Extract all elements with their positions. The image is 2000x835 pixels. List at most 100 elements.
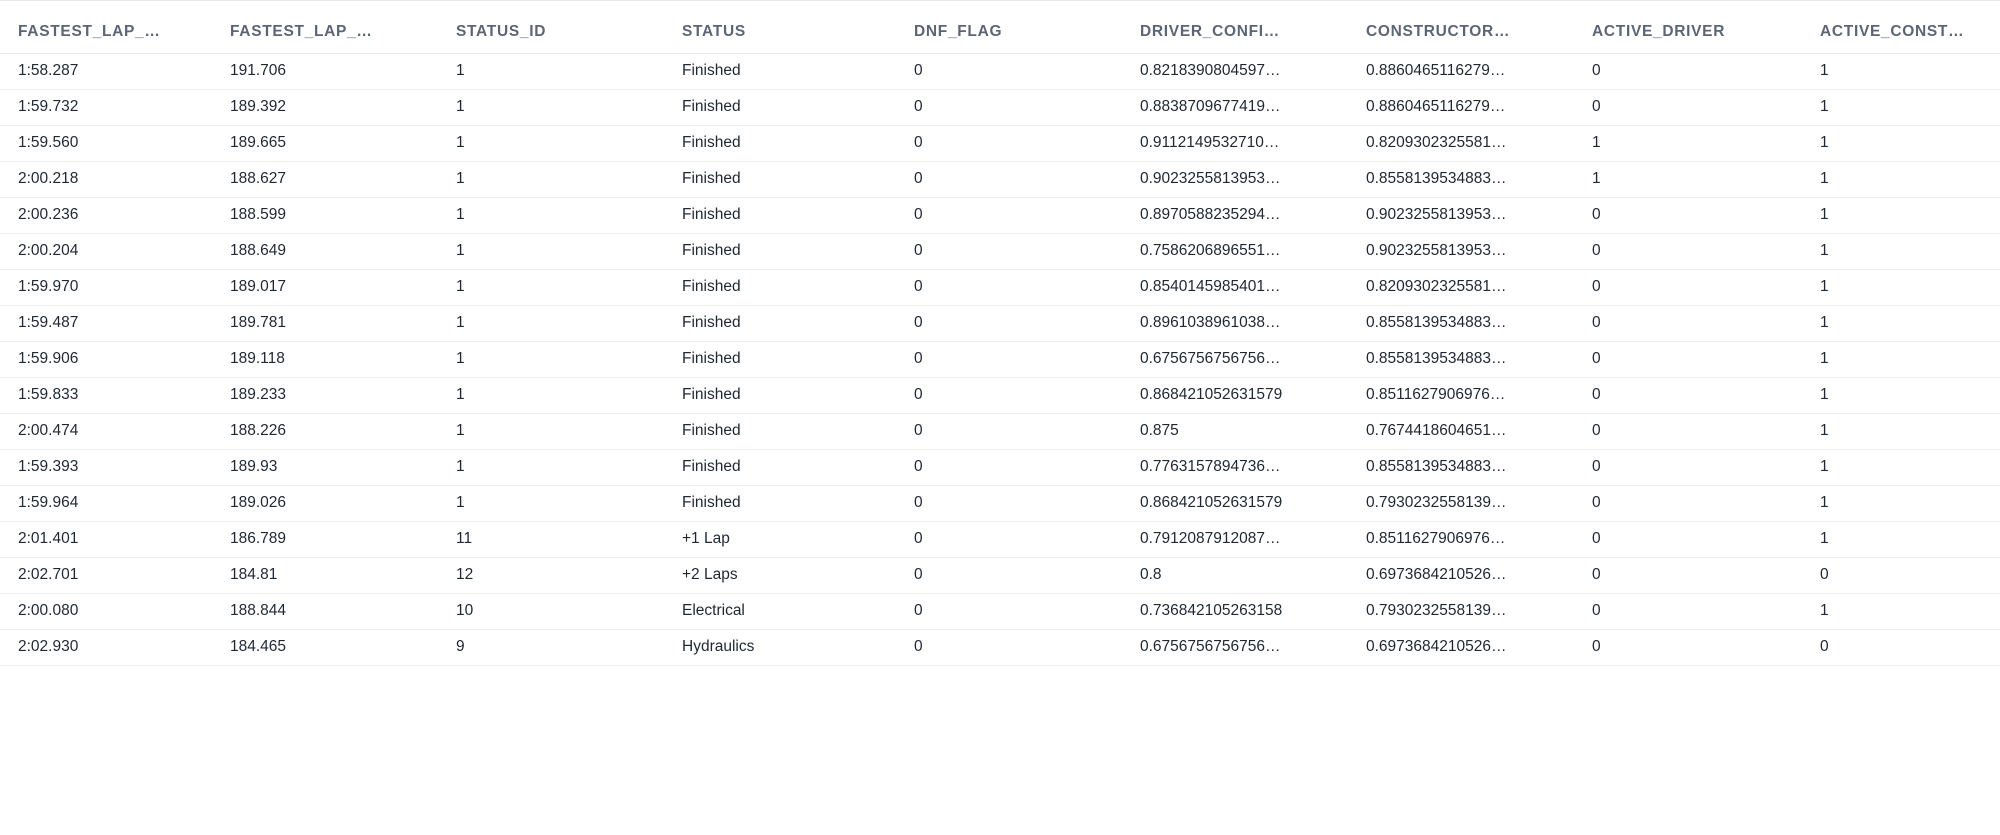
table-row[interactable]: 1:59.833 189.233 1 Finished 0 0.8684210526315…	[0, 377, 2000, 414]
cell-driver_confidence[interactable]: 0.7586206896551…	[1140, 233, 1366, 270]
cell-active_constructor[interactable]: 0	[1820, 629, 2000, 666]
cell-dnf_flag[interactable]: 0	[912, 53, 1140, 90]
cell-dnf_flag[interactable]: 0	[912, 593, 1140, 630]
cell-active_driver[interactable]: 0	[1592, 629, 1820, 666]
cell-active_constructor[interactable]: 1	[1820, 233, 2000, 270]
table-row[interactable]: 2:01.401 186.789 11 +1 Lap 0 0.7912087912087……	[0, 521, 2000, 558]
cell-status_id[interactable]: 1	[456, 305, 682, 342]
cell-constructor_reliability[interactable]: 0.8558139534883…	[1366, 161, 1592, 198]
cell-constructor_reliability[interactable]: 0.7930232558139…	[1366, 593, 1592, 630]
cell-fastest_lap_speed[interactable]: 189.93	[230, 449, 456, 486]
cell-status[interactable]: Finished	[682, 341, 912, 378]
cell-dnf_flag[interactable]: 0	[912, 341, 1140, 378]
column-header-fastest_lap_speed[interactable]: FASTEST_LAP_…	[230, 12, 456, 54]
cell-fastest_lap_time[interactable]: 2:02.701	[0, 557, 230, 594]
cell-constructor_reliability[interactable]: 0.8860465116279…	[1366, 89, 1592, 126]
cell-driver_confidence[interactable]: 0.6756756756756…	[1140, 629, 1366, 666]
cell-driver_confidence[interactable]: 0.868421052631579	[1140, 377, 1366, 414]
cell-active_driver[interactable]: 0	[1592, 305, 1820, 342]
cell-active_constructor[interactable]: 1	[1820, 485, 2000, 522]
cell-fastest_lap_speed[interactable]: 186.789	[230, 521, 456, 558]
cell-active_driver[interactable]: 0	[1592, 413, 1820, 450]
cell-fastest_lap_speed[interactable]: 188.226	[230, 413, 456, 450]
cell-constructor_reliability[interactable]: 0.8511627906976…	[1366, 521, 1592, 558]
cell-fastest_lap_speed[interactable]: 189.026	[230, 485, 456, 522]
cell-driver_confidence[interactable]: 0.6756756756756…	[1140, 341, 1366, 378]
cell-fastest_lap_time[interactable]: 2:02.930	[0, 629, 230, 666]
cell-active_driver[interactable]: 0	[1592, 485, 1820, 522]
cell-status_id[interactable]: 1	[456, 485, 682, 522]
cell-status_id[interactable]: 1	[456, 161, 682, 198]
table-row[interactable]: 2:00.474 188.226 1 Finished 0 0.875 0.76744186…	[0, 413, 2000, 450]
cell-status_id[interactable]: 1	[456, 449, 682, 486]
cell-status_id[interactable]: 1	[456, 233, 682, 270]
cell-active_constructor[interactable]: 1	[1820, 269, 2000, 306]
cell-active_driver[interactable]: 0	[1592, 377, 1820, 414]
cell-constructor_reliability[interactable]: 0.7674418604651…	[1366, 413, 1592, 450]
cell-driver_confidence[interactable]: 0.7912087912087…	[1140, 521, 1366, 558]
column-header-dnf_flag[interactable]: DNF_FLAG	[912, 12, 1140, 54]
cell-fastest_lap_time[interactable]: 1:59.393	[0, 449, 230, 486]
cell-constructor_reliability[interactable]: 0.8558139534883…	[1366, 449, 1592, 486]
cell-status[interactable]: Finished	[682, 305, 912, 342]
cell-fastest_lap_speed[interactable]: 189.017	[230, 269, 456, 306]
cell-driver_confidence[interactable]: 0.8838709677419…	[1140, 89, 1366, 126]
cell-status_id[interactable]: 1	[456, 413, 682, 450]
cell-fastest_lap_time[interactable]: 2:00.080	[0, 593, 230, 630]
cell-status_id[interactable]: 12	[456, 557, 682, 594]
cell-driver_confidence[interactable]: 0.8970588235294…	[1140, 197, 1366, 234]
table-row[interactable]: 1:58.287 191.706 1 Finished 0 0.8218390804597…	[0, 53, 2000, 90]
cell-driver_confidence[interactable]: 0.875	[1140, 413, 1366, 450]
cell-constructor_reliability[interactable]: 0.8209302325581…	[1366, 125, 1592, 162]
column-header-status[interactable]: STATUS	[682, 12, 912, 54]
cell-status[interactable]: Hydraulics	[682, 629, 912, 666]
cell-dnf_flag[interactable]: 0	[912, 449, 1140, 486]
cell-dnf_flag[interactable]: 0	[912, 557, 1140, 594]
cell-status[interactable]: Finished	[682, 269, 912, 306]
table-row[interactable]: 1:59.560 189.665 1 Finished 0 0.9112149532710…	[0, 125, 2000, 162]
cell-active_driver[interactable]: 1	[1592, 125, 1820, 162]
cell-constructor_reliability[interactable]: 0.6973684210526…	[1366, 629, 1592, 666]
cell-dnf_flag[interactable]: 0	[912, 413, 1140, 450]
cell-status[interactable]: Finished	[682, 53, 912, 90]
cell-active_driver[interactable]: 0	[1592, 593, 1820, 630]
cell-active_constructor[interactable]: 1	[1820, 521, 2000, 558]
cell-active_driver[interactable]: 0	[1592, 233, 1820, 270]
cell-fastest_lap_speed[interactable]: 189.118	[230, 341, 456, 378]
cell-fastest_lap_time[interactable]: 2:01.401	[0, 521, 230, 558]
table-row[interactable]: 2:02.701 184.81 12 +2 Laps 0 0.8 0.69736842105…	[0, 557, 2000, 594]
cell-active_constructor[interactable]: 1	[1820, 377, 2000, 414]
cell-status[interactable]: Finished	[682, 89, 912, 126]
table-row[interactable]: 2:00.204 188.649 1 Finished 0 0.7586206896551…	[0, 233, 2000, 270]
cell-status[interactable]: Finished	[682, 485, 912, 522]
cell-status[interactable]: Finished	[682, 233, 912, 270]
cell-status[interactable]: Finished	[682, 449, 912, 486]
cell-driver_confidence[interactable]: 0.8540145985401…	[1140, 269, 1366, 306]
table-row[interactable]: 2:00.218 188.627 1 Finished 0 0.9023255813953…	[0, 161, 2000, 198]
cell-fastest_lap_speed[interactable]: 184.465	[230, 629, 456, 666]
cell-fastest_lap_speed[interactable]: 189.233	[230, 377, 456, 414]
cell-dnf_flag[interactable]: 0	[912, 233, 1140, 270]
cell-active_constructor[interactable]: 1	[1820, 305, 2000, 342]
cell-fastest_lap_time[interactable]: 1:58.287	[0, 53, 230, 90]
column-header-status_id[interactable]: STATUS_ID	[456, 12, 682, 54]
cell-fastest_lap_time[interactable]: 1:59.560	[0, 125, 230, 162]
cell-constructor_reliability[interactable]: 0.8558139534883…	[1366, 341, 1592, 378]
cell-active_constructor[interactable]: 1	[1820, 593, 2000, 630]
cell-status_id[interactable]: 1	[456, 89, 682, 126]
cell-active_driver[interactable]: 0	[1592, 557, 1820, 594]
cell-dnf_flag[interactable]: 0	[912, 377, 1140, 414]
cell-fastest_lap_time[interactable]: 2:00.204	[0, 233, 230, 270]
cell-active_driver[interactable]: 0	[1592, 341, 1820, 378]
cell-dnf_flag[interactable]: 0	[912, 485, 1140, 522]
cell-driver_confidence[interactable]: 0.868421052631579	[1140, 485, 1366, 522]
cell-constructor_reliability[interactable]: 0.8511627906976…	[1366, 377, 1592, 414]
cell-status_id[interactable]: 1	[456, 269, 682, 306]
cell-constructor_reliability[interactable]: 0.9023255813953…	[1366, 233, 1592, 270]
cell-dnf_flag[interactable]: 0	[912, 197, 1140, 234]
cell-fastest_lap_time[interactable]: 1:59.906	[0, 341, 230, 378]
cell-active_constructor[interactable]: 1	[1820, 53, 2000, 90]
cell-active_driver[interactable]: 0	[1592, 89, 1820, 126]
cell-status[interactable]: Finished	[682, 125, 912, 162]
